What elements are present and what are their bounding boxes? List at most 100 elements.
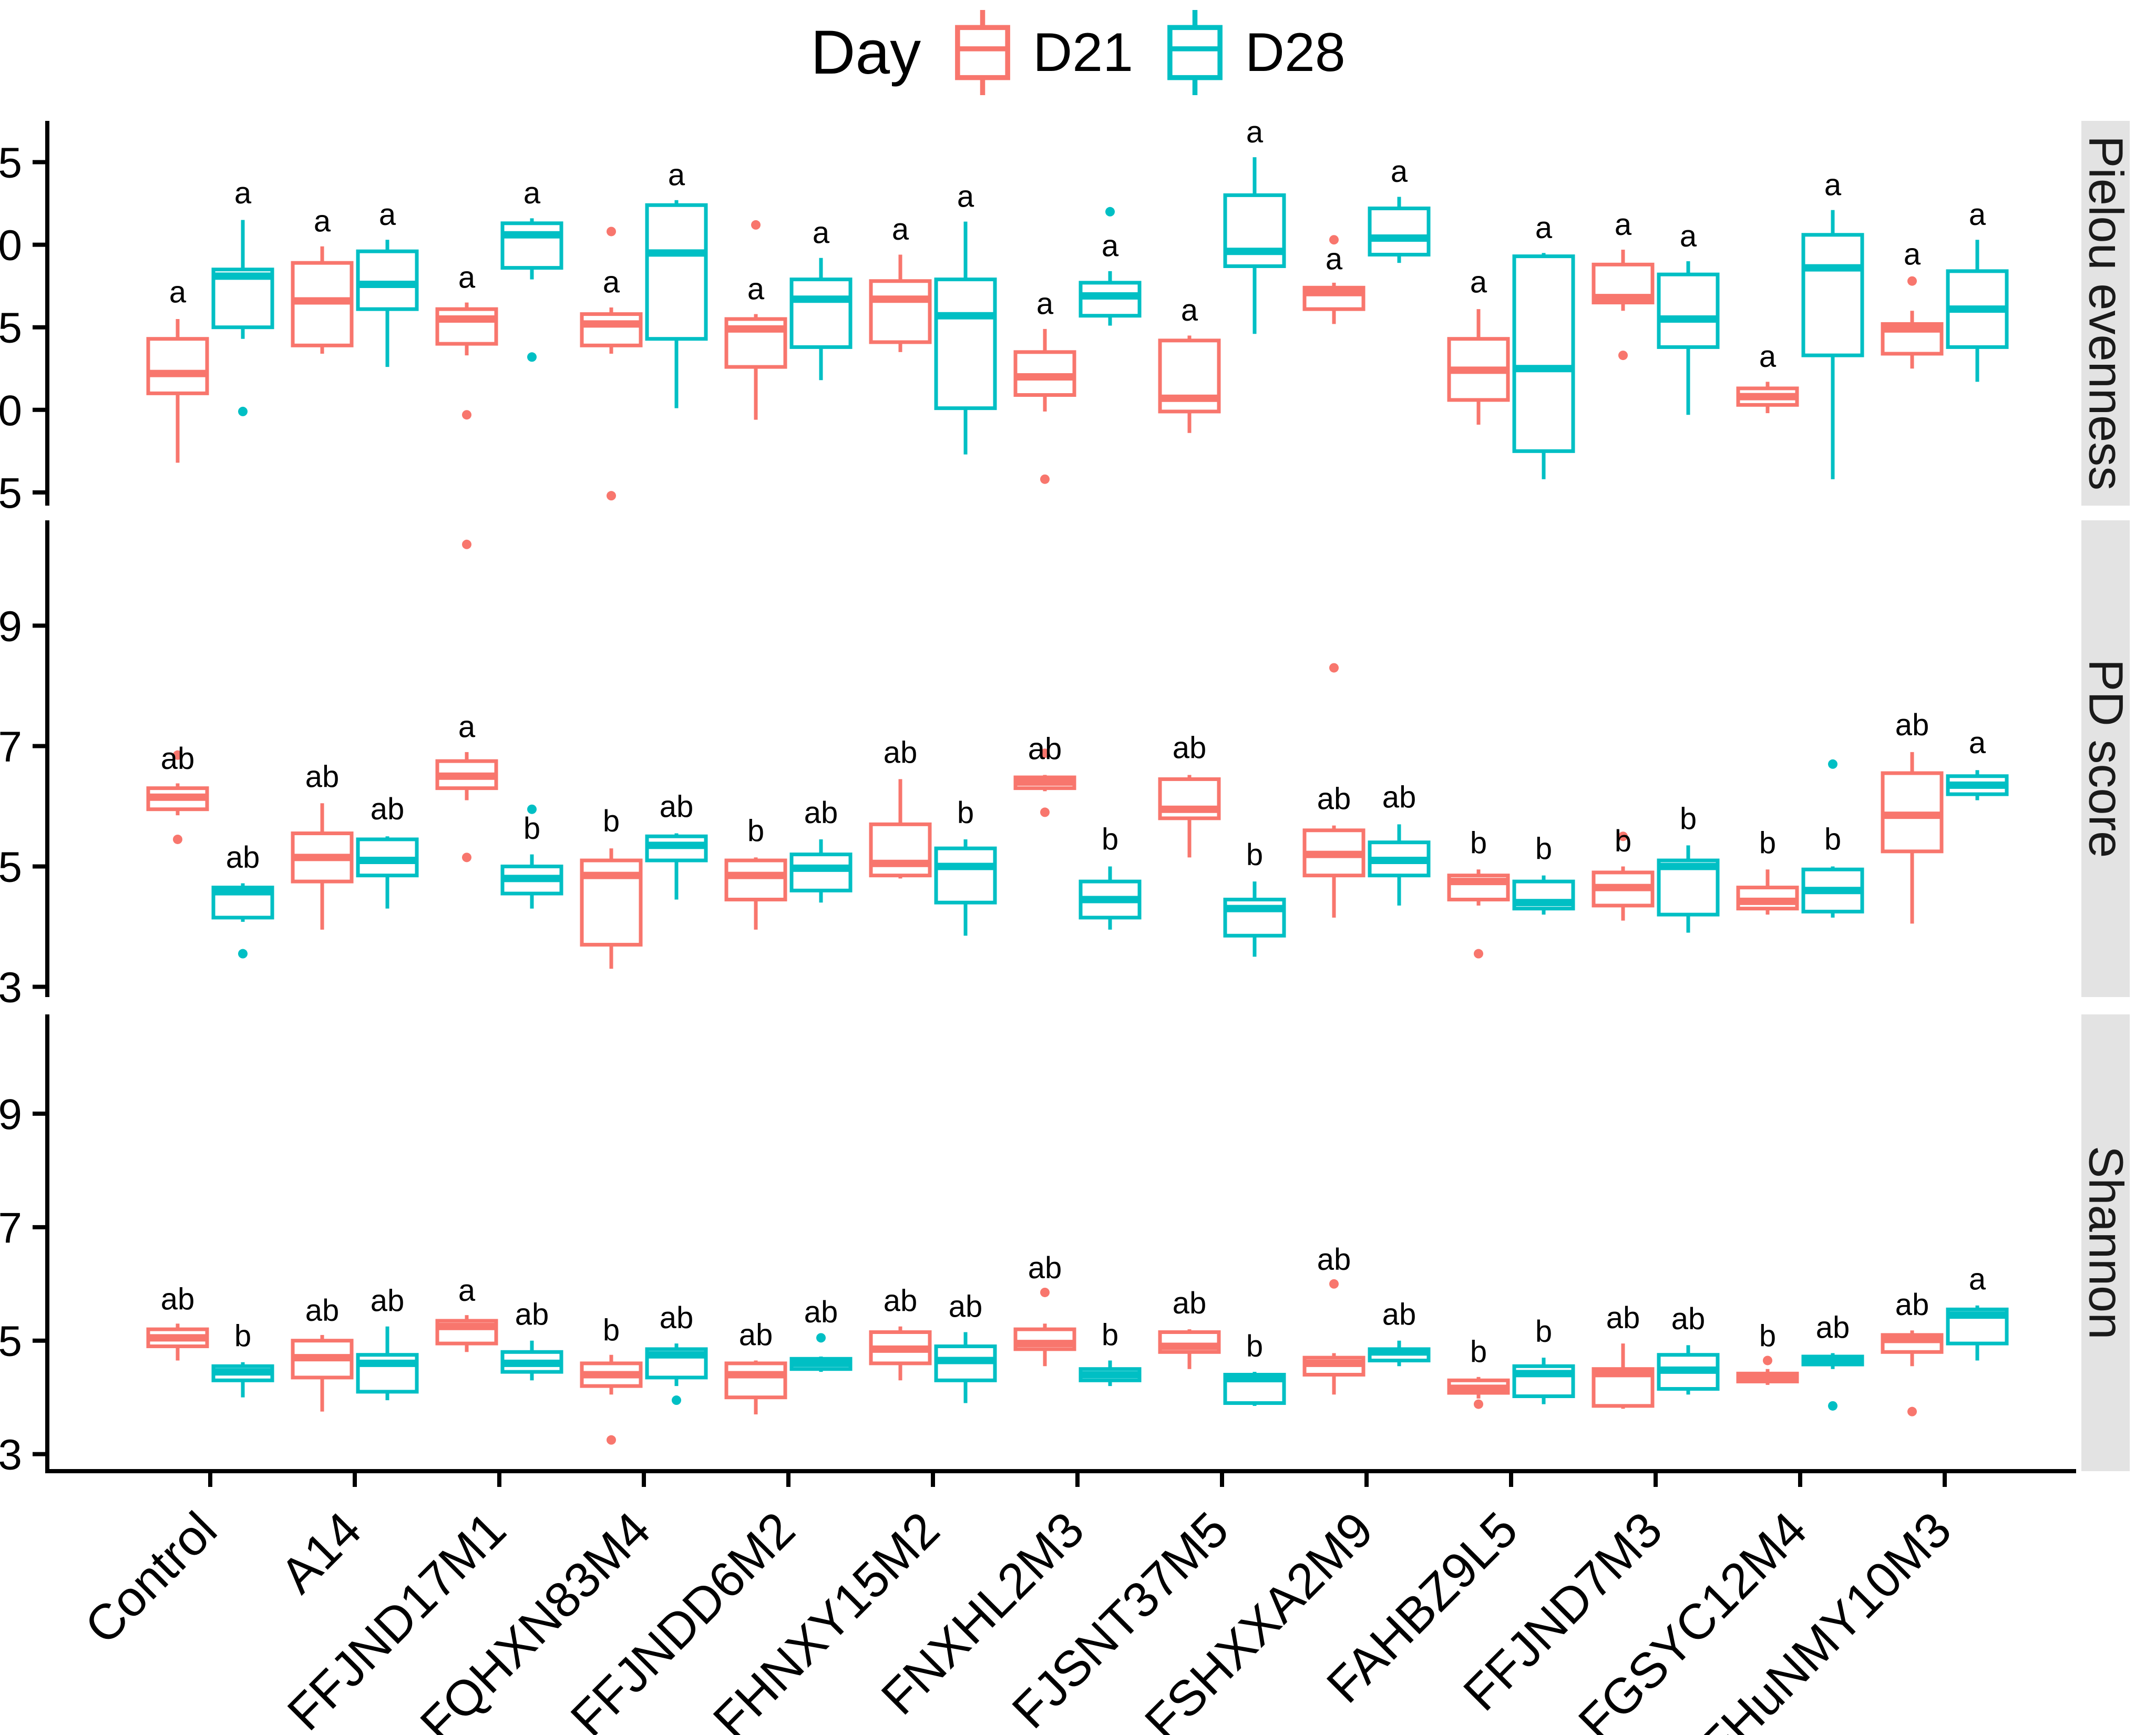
svg-text:ab: ab [1895,708,1929,742]
svg-text:7: 7 [0,1204,22,1252]
svg-text:a: a [1470,265,1487,300]
svg-text:a: a [1969,726,1986,760]
svg-text:ab: ab [1382,1297,1416,1331]
svg-text:ab: ab [161,1282,195,1316]
svg-text:ab: ab [1895,1288,1929,1322]
svg-text:0.85: 0.85 [0,304,22,352]
svg-text:b: b [1680,802,1697,836]
svg-text:a: a [379,198,396,232]
svg-text:b: b [957,796,974,830]
svg-text:ab: ab [660,790,694,824]
svg-text:b: b [1246,838,1263,872]
svg-text:a: a [458,260,476,294]
svg-text:b: b [1102,1318,1118,1352]
svg-text:ab: ab [161,742,195,776]
svg-text:ab: ab [1317,1243,1351,1277]
svg-text:ab: ab [1317,782,1351,816]
svg-text:3: 3 [0,964,22,1012]
svg-text:a: a [523,176,541,210]
legend-item-d28: D28 [1165,10,1346,95]
svg-text:5: 5 [0,843,22,891]
svg-text:ab: ab [1028,1251,1062,1285]
svg-text:b: b [1102,822,1118,856]
legend-label-d21: D21 [1033,22,1133,83]
svg-text:b: b [1535,1315,1552,1349]
svg-text:b: b [747,814,764,848]
svg-text:a: a [234,176,252,210]
svg-text:ab: ab [1028,732,1062,766]
svg-text:a: a [813,215,830,250]
svg-text:Control: Control [74,1502,228,1655]
svg-text:a: a [1036,287,1054,321]
svg-text:ab: ab [226,840,260,875]
legend-item-d21: D21 [952,10,1133,95]
svg-text:a: a [1326,242,1343,276]
svg-text:0.80: 0.80 [0,387,22,435]
svg-text:ab: ab [371,1284,405,1318]
boxplot-key-d21-icon [955,10,1011,95]
svg-text:ab: ab [884,736,918,770]
svg-text:a: a [747,272,765,306]
svg-text:a: a [1680,219,1697,253]
boxplot-key-d28-icon [1167,10,1223,95]
svg-text:ab: ab [884,1284,918,1318]
svg-text:b: b [234,1319,251,1353]
svg-text:ab: ab [739,1318,773,1352]
facet-strip-label: Shannon [2079,1146,2133,1340]
svg-text:a: a [1246,115,1264,149]
svg-text:b: b [523,812,540,846]
svg-text:a: a [1969,1262,1986,1297]
svg-text:ab: ab [804,796,838,830]
svg-text:a: a [1904,237,1921,271]
svg-text:0.90: 0.90 [0,222,22,270]
svg-text:ab: ab [305,1293,340,1328]
svg-text:ab: ab [1816,1310,1850,1344]
svg-text:a: a [169,275,187,310]
svg-text:ab: ab [1671,1302,1706,1336]
svg-text:ab: ab [1606,1301,1640,1335]
svg-text:a: a [1391,155,1408,189]
svg-text:a: a [1759,340,1777,374]
svg-text:a: a [957,179,974,213]
svg-text:a: a [668,158,685,192]
svg-text:9: 9 [0,1091,22,1138]
legend-label-d28: D28 [1245,22,1346,83]
svg-text:a: a [1824,168,1842,202]
svg-text:a: a [892,212,909,247]
svg-text:a: a [458,710,476,744]
svg-text:ab: ab [1382,780,1416,814]
svg-text:a: a [458,1274,476,1308]
svg-text:ab: ab [660,1301,694,1335]
svg-text:0.75: 0.75 [0,469,22,517]
svg-text:ab: ab [371,792,405,826]
svg-text:b: b [1824,822,1841,856]
facet-strip-label: Pielou evenness [2079,136,2133,491]
svg-text:0.95: 0.95 [0,139,22,187]
svg-text:a: a [1181,293,1198,327]
svg-text:ab: ab [949,1289,983,1323]
svg-text:b: b [603,1313,620,1348]
svg-text:b: b [1759,826,1776,860]
svg-text:a: a [603,265,620,300]
svg-text:b: b [603,804,620,838]
svg-text:b: b [1470,826,1487,860]
svg-text:b: b [1759,1319,1776,1353]
svg-text:a: a [1615,208,1632,242]
svg-text:ab: ab [1173,1286,1207,1320]
svg-text:b: b [1246,1329,1263,1363]
svg-text:ab: ab [1173,731,1207,765]
facet-strip-shannon: Shannon [2079,1014,2133,1471]
facet-strip-pielou-evenness: Pielou evenness [2079,121,2133,506]
svg-text:3: 3 [0,1431,22,1479]
svg-text:a: a [314,204,331,238]
svg-text:a: a [1969,198,1986,232]
svg-text:b: b [1470,1335,1487,1369]
svg-text:a: a [1102,229,1119,263]
svg-text:5: 5 [0,1318,22,1366]
svg-text:ab: ab [515,1297,549,1331]
svg-text:A14: A14 [270,1502,372,1604]
facet-strip-label: PD score [2079,659,2133,858]
svg-text:7: 7 [0,723,22,771]
